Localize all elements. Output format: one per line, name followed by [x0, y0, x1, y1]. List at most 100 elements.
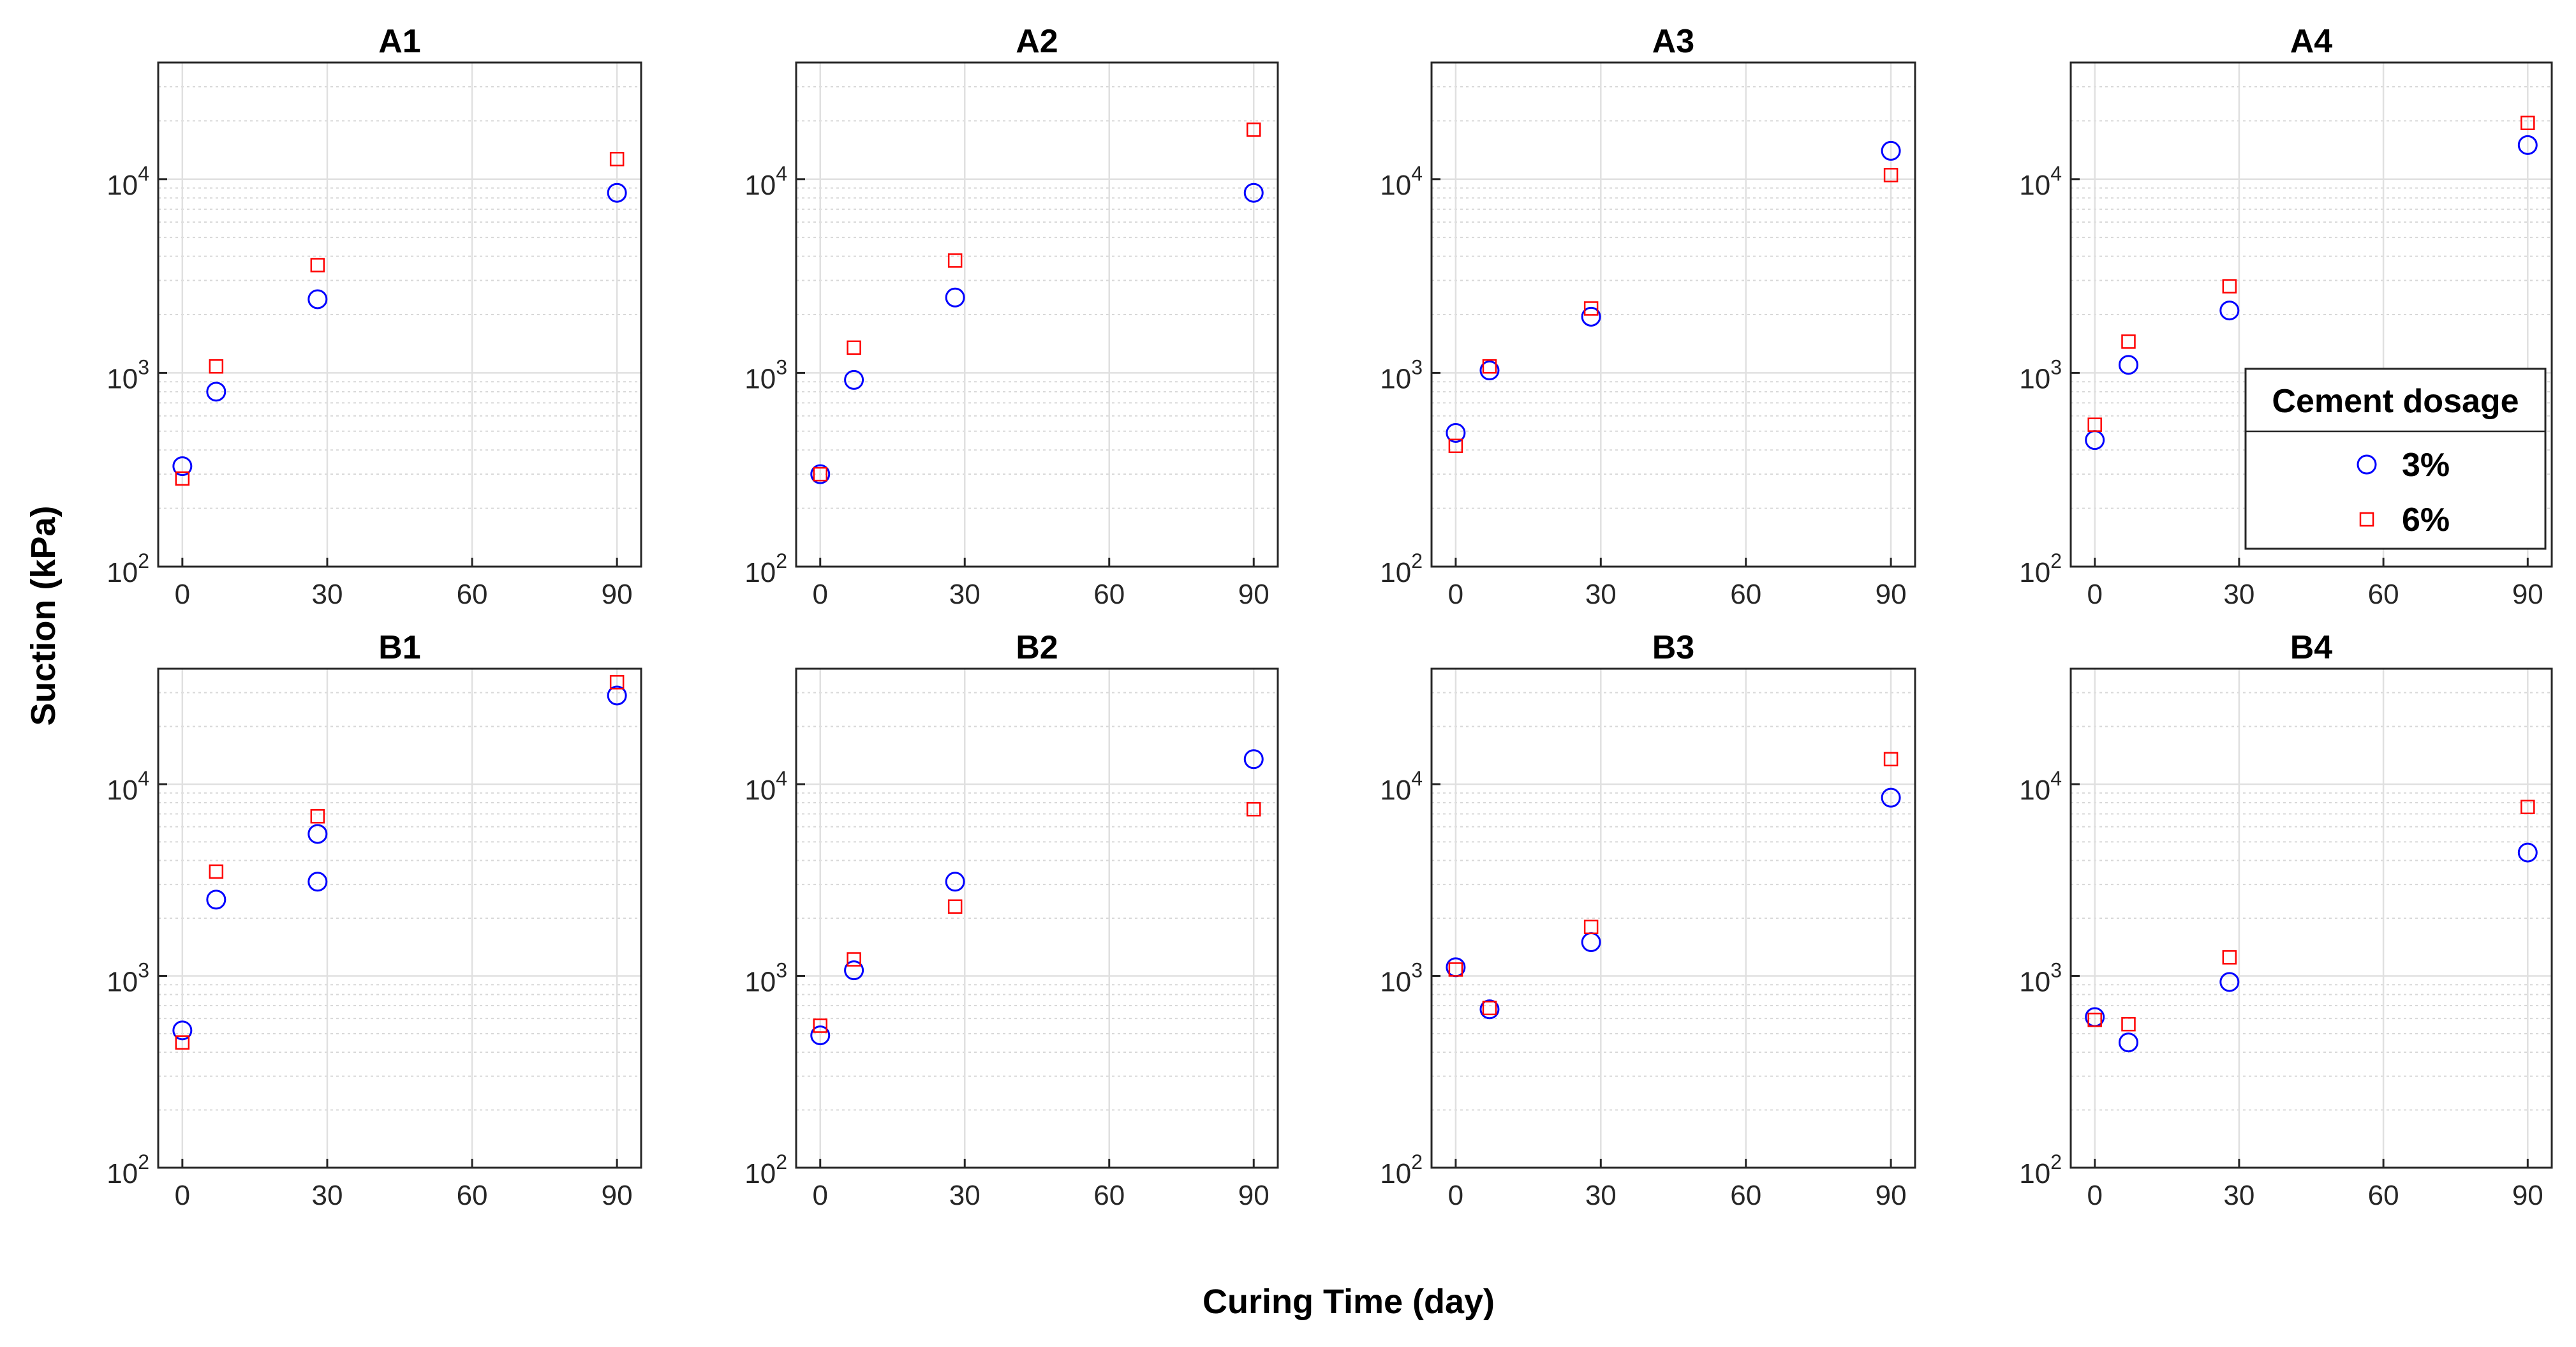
point-6pct	[2121, 1016, 2136, 1032]
panel-title: B3	[1652, 629, 1694, 666]
y-tick-label: 103	[107, 958, 149, 997]
y-tick-label: 104	[1380, 162, 1423, 201]
point-6pct	[175, 1035, 190, 1050]
axes-box	[2069, 61, 2553, 568]
y-tick-label: 104	[2019, 767, 2062, 806]
x-tick-label: 60	[1093, 579, 1125, 610]
y-tick-label: 104	[107, 162, 149, 201]
y-tick-label: 104	[1380, 767, 1423, 806]
point-3pct	[2118, 1032, 2138, 1053]
y-tick-label: 103	[744, 355, 787, 394]
plot-area	[796, 669, 1278, 1168]
y-tick-label: 102	[2019, 1150, 2062, 1189]
point-6pct	[813, 1018, 827, 1033]
y-tick-label: 104	[744, 767, 787, 806]
y-tick-label: 103	[744, 958, 787, 997]
point-6pct	[2222, 950, 2237, 965]
axes-box	[795, 667, 1279, 1169]
plot-area	[2071, 669, 2552, 1168]
point-3pct	[307, 289, 328, 309]
point-6pct	[1883, 168, 1899, 182]
x-tick-label: 60	[1093, 1180, 1125, 1211]
point-6pct	[209, 359, 224, 374]
x-tick-label: 60	[2368, 1180, 2399, 1211]
axes-box	[1430, 61, 1916, 568]
panel-a1: 0 30 60 90 102 103 104 A1	[107, 23, 642, 610]
point-6pct	[1883, 752, 1899, 767]
point-3pct	[1581, 306, 1601, 327]
point-6pct	[1448, 438, 1463, 454]
y-tick-label: 102	[107, 1150, 149, 1189]
point-3pct	[172, 456, 193, 477]
point-3pct	[1479, 360, 1500, 380]
point-3pct	[810, 1025, 831, 1046]
panel-a2: 0 30 60 90 102 103 104 A2	[744, 23, 1279, 610]
legend-marker-3pct	[2357, 454, 2377, 475]
y-tick-label: 102	[1380, 1150, 1423, 1189]
y-tick-label: 102	[107, 549, 149, 588]
panel-a3: 0 30 60 90 102 103 104 A3	[1380, 23, 1916, 610]
legend: Cement dosage 3% 6%	[2244, 368, 2547, 550]
panel-title: B1	[378, 629, 420, 666]
point-6pct	[2121, 334, 2136, 349]
panel-title: B4	[2290, 629, 2333, 666]
point-3pct	[607, 182, 627, 203]
point-6pct	[175, 471, 190, 486]
x-tick-label: 0	[1448, 579, 1463, 610]
y-tick-label: 103	[2019, 958, 2062, 997]
axes-box	[1430, 667, 1916, 1169]
point-6pct	[847, 340, 861, 355]
point-6pct	[2087, 417, 2102, 432]
x-tick-label: 60	[2368, 579, 2399, 610]
panel-title: A4	[2290, 23, 2333, 60]
axes-box	[157, 61, 642, 568]
point-6pct	[2222, 279, 2237, 294]
point-3pct	[945, 872, 965, 892]
x-tick-label: 90	[1238, 579, 1269, 610]
x-tick-label: 90	[1876, 579, 1907, 610]
y-tick-label: 104	[107, 767, 149, 806]
point-3pct	[844, 369, 864, 390]
y-tick-label: 103	[1380, 958, 1423, 997]
legend-title: Cement dosage	[2272, 383, 2519, 420]
x-tick-label: 30	[949, 579, 981, 610]
point-3pct	[1881, 140, 1901, 161]
point-3pct	[1881, 787, 1901, 808]
point-6pct	[813, 466, 827, 482]
point-3pct	[206, 889, 226, 910]
y-tick-label: 104	[2019, 162, 2062, 201]
point-3pct	[307, 824, 328, 844]
point-3pct	[2517, 135, 2538, 155]
point-6pct	[1583, 301, 1599, 316]
y-tick-label: 102	[1380, 549, 1423, 588]
panel-title: A2	[1016, 23, 1058, 60]
legend-box	[2244, 368, 2547, 550]
x-tick-label: 90	[602, 579, 633, 610]
point-3pct	[607, 685, 627, 706]
x-tick-label: 90	[2512, 1180, 2543, 1211]
point-6pct	[947, 899, 963, 914]
x-tick-label: 30	[1585, 1180, 1617, 1211]
point-6pct	[1583, 919, 1599, 935]
point-6pct	[1482, 1001, 1497, 1016]
point-3pct	[307, 872, 328, 892]
panel-title: A1	[378, 23, 420, 60]
point-3pct	[1243, 182, 1264, 203]
plot-area	[796, 63, 1278, 567]
x-tick-label: 90	[2512, 579, 2543, 610]
panel-title: B2	[1016, 629, 1058, 666]
x-tick-label: 60	[457, 1180, 488, 1211]
x-tick-label: 60	[1730, 1180, 1761, 1211]
y-axis-label: Suction (kPa)	[24, 505, 63, 726]
point-3pct	[1479, 999, 1500, 1020]
x-tick-label: 90	[602, 1180, 633, 1211]
point-6pct	[609, 674, 625, 690]
x-axis-label: Curing Time (day)	[1203, 1283, 1495, 1321]
legend-label-3pct: 3%	[2402, 447, 2450, 484]
x-tick-label: 30	[2223, 579, 2254, 610]
point-3pct	[2219, 972, 2240, 992]
axes-box	[2069, 667, 2553, 1169]
point-6pct	[1448, 962, 1463, 977]
legend-marker-6pct	[2359, 512, 2374, 527]
x-tick-label: 30	[311, 1180, 343, 1211]
